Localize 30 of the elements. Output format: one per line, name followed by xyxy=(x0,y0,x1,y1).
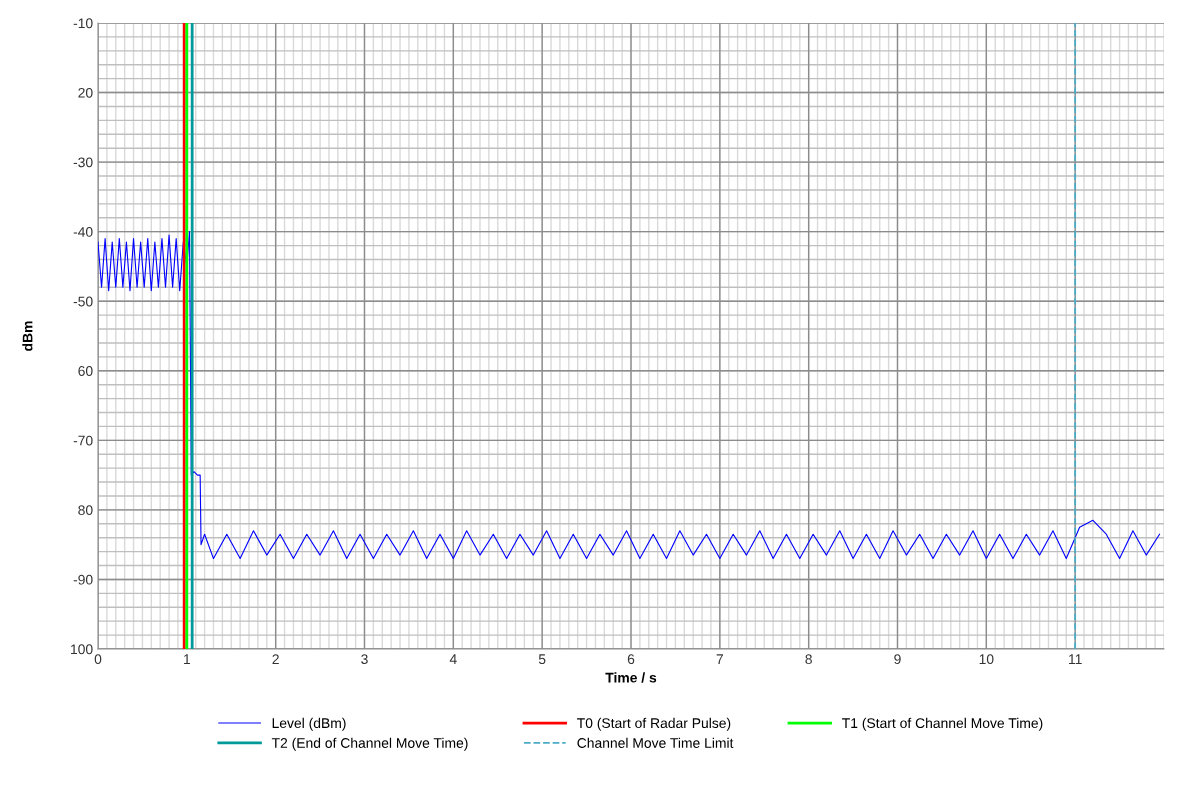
y-axis-title: dBm xyxy=(22,321,33,351)
x-tick-label: 8 xyxy=(805,654,812,665)
y-tick-label: 100 xyxy=(71,644,93,655)
y-tick-label: -30 xyxy=(73,157,93,168)
x-tick-label: 4 xyxy=(449,654,457,664)
y-tick-label: -40 xyxy=(73,227,93,237)
y-tick-label: -90 xyxy=(73,574,93,585)
x-tick-label: 1 xyxy=(184,654,191,664)
x-tick-label: 10 xyxy=(979,654,994,665)
x-tick-label: 9 xyxy=(894,654,901,665)
x-tick-label: 6 xyxy=(627,654,635,665)
x-axis-title: Time / s xyxy=(605,672,657,683)
y-tick-label: -50 xyxy=(73,296,93,307)
legend-label: T0 (Start of Radar Pulse) xyxy=(577,717,731,731)
y-tick-label: -70 xyxy=(73,435,93,446)
legend-label: Channel Move Time Limit xyxy=(577,737,734,748)
y-tick-label: -10 xyxy=(73,18,93,29)
x-tick-label: 2 xyxy=(272,654,279,664)
legend-label: T1 (Start of Channel Move Time) xyxy=(842,717,1043,731)
y-tick-label: 20 xyxy=(78,87,93,98)
x-tick-label: 3 xyxy=(361,654,368,665)
x-tick-label: 0 xyxy=(94,654,102,665)
legend-label: Level (dBm) xyxy=(272,717,346,731)
x-tick-label: 7 xyxy=(716,654,723,664)
x-tick-label: 11 xyxy=(1069,654,1082,664)
x-tick-label: 5 xyxy=(538,654,546,665)
y-tick-label: 80 xyxy=(78,505,93,516)
legend-label: T2 (End of Channel Move Time) xyxy=(271,737,468,751)
y-tick-label: 60 xyxy=(78,366,93,376)
line-series xyxy=(98,231,1161,560)
